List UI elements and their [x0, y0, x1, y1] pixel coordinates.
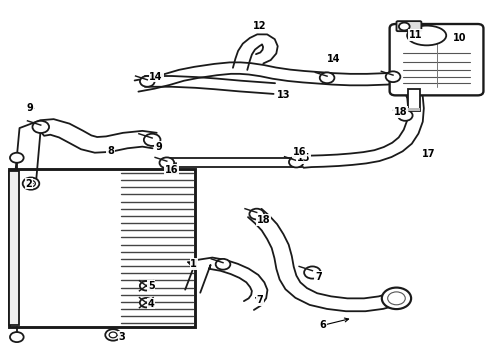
Text: 7: 7 — [315, 272, 321, 282]
Text: 18: 18 — [257, 215, 270, 225]
Ellipse shape — [407, 26, 446, 45]
Circle shape — [109, 332, 117, 338]
Text: 6: 6 — [320, 320, 326, 330]
Circle shape — [382, 288, 411, 309]
Text: 8: 8 — [107, 146, 114, 156]
Text: 17: 17 — [421, 149, 435, 159]
Circle shape — [320, 72, 334, 83]
Bar — [408, 89, 420, 111]
Circle shape — [386, 71, 400, 82]
Circle shape — [144, 134, 160, 146]
Text: 7: 7 — [256, 295, 263, 305]
Circle shape — [216, 259, 230, 270]
FancyBboxPatch shape — [396, 21, 421, 31]
Text: 15: 15 — [297, 153, 310, 163]
Text: 16: 16 — [293, 147, 306, 157]
Text: 5: 5 — [148, 281, 154, 291]
Bar — [408, 108, 420, 111]
Circle shape — [388, 292, 405, 305]
Text: 14: 14 — [149, 72, 163, 82]
Circle shape — [398, 110, 413, 121]
Circle shape — [140, 76, 155, 87]
Text: 13: 13 — [277, 90, 291, 100]
Circle shape — [105, 329, 121, 341]
Text: 1: 1 — [190, 259, 197, 269]
Text: 9: 9 — [155, 142, 162, 152]
Circle shape — [10, 332, 24, 342]
Circle shape — [159, 157, 174, 168]
Circle shape — [10, 153, 24, 163]
Text: 12: 12 — [253, 21, 267, 31]
Text: 16: 16 — [165, 165, 178, 175]
Circle shape — [249, 209, 264, 220]
Circle shape — [26, 180, 35, 187]
Text: 9: 9 — [26, 103, 33, 113]
Circle shape — [23, 177, 39, 190]
Bar — [8, 171, 19, 325]
Circle shape — [289, 157, 304, 167]
Text: 14: 14 — [327, 54, 341, 64]
Text: 10: 10 — [453, 33, 467, 43]
Circle shape — [399, 23, 410, 31]
Text: 2: 2 — [25, 179, 32, 189]
Circle shape — [140, 281, 153, 291]
Circle shape — [304, 266, 321, 279]
Text: 4: 4 — [148, 299, 154, 309]
Text: 3: 3 — [119, 332, 125, 342]
FancyBboxPatch shape — [390, 24, 484, 95]
Text: 11: 11 — [409, 30, 423, 40]
FancyBboxPatch shape — [9, 169, 195, 327]
Circle shape — [140, 298, 153, 307]
Text: 18: 18 — [393, 107, 407, 117]
Circle shape — [32, 121, 49, 133]
